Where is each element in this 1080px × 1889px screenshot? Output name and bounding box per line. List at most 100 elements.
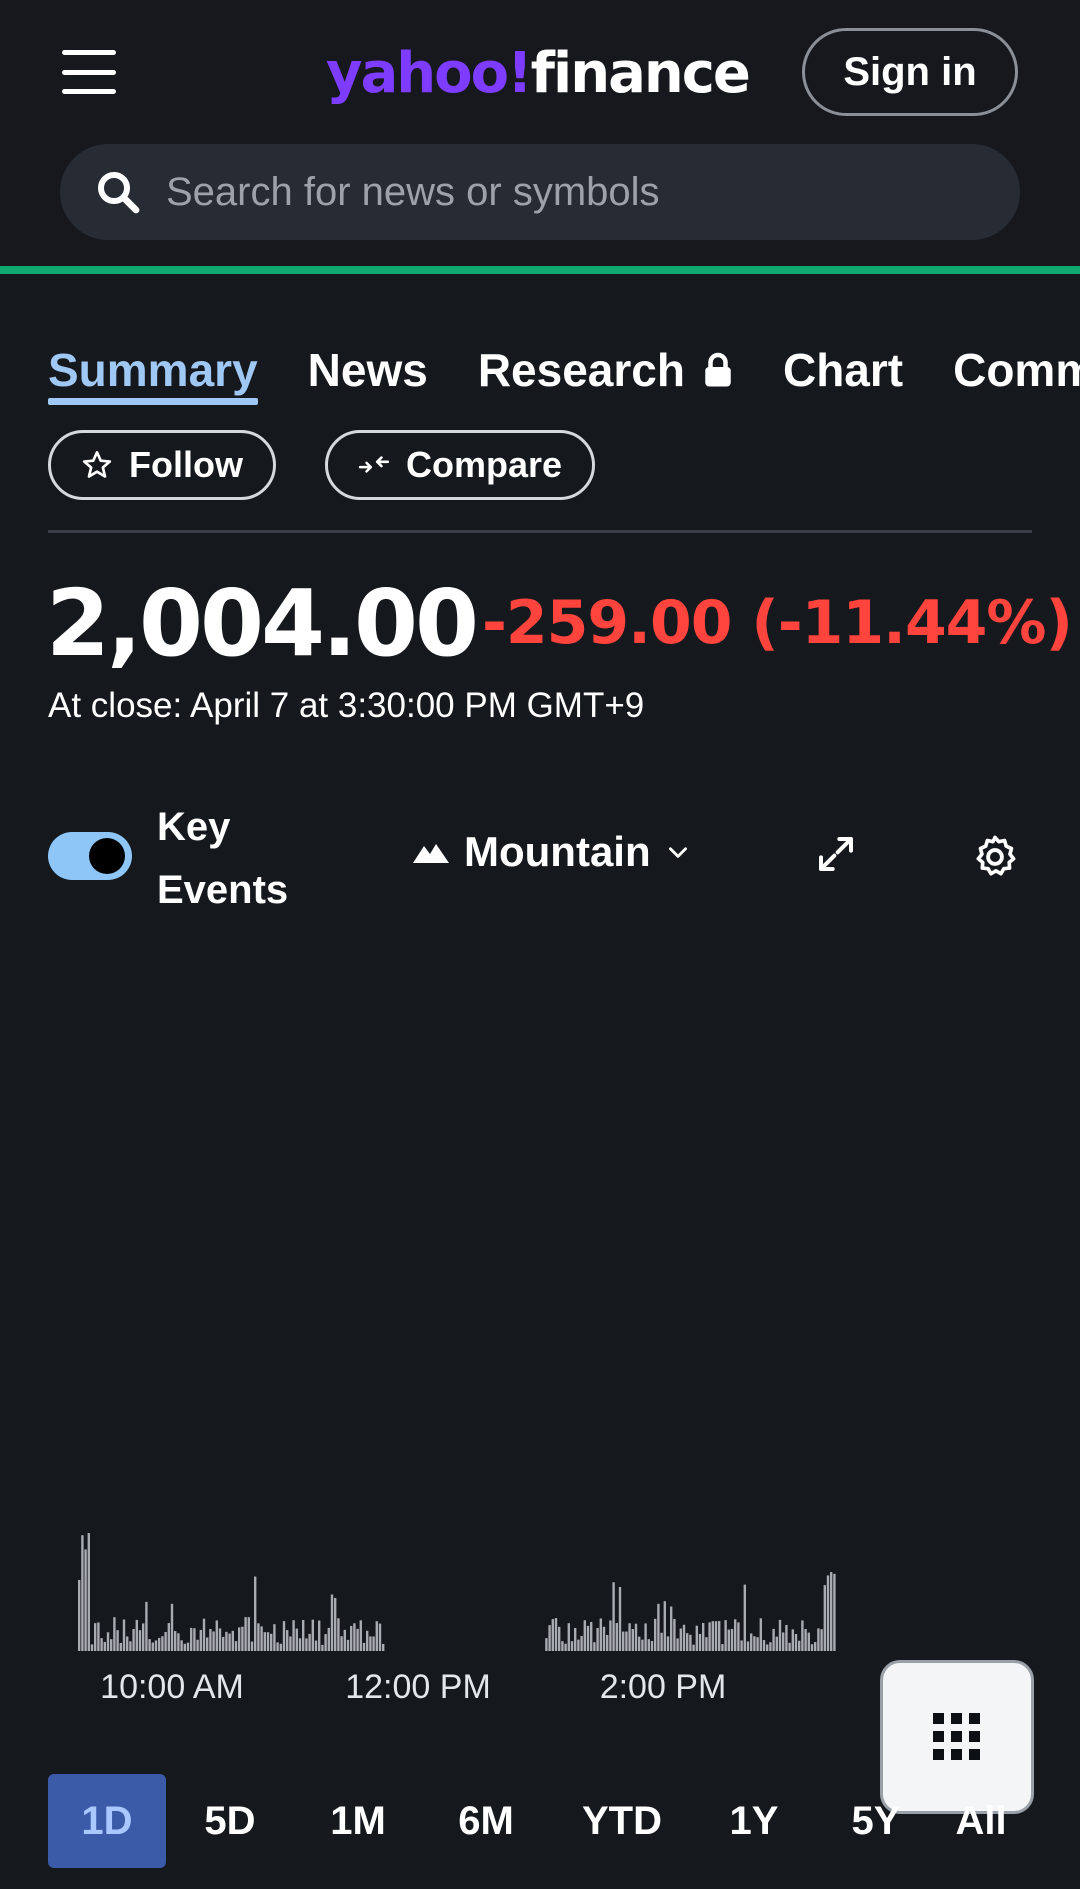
search-bar[interactable] bbox=[60, 144, 1020, 240]
volume-bar bbox=[644, 1623, 647, 1651]
tab-news[interactable]: News bbox=[307, 344, 428, 396]
volume-bar bbox=[570, 1641, 574, 1651]
volume-bar bbox=[561, 1641, 564, 1651]
volume-bar bbox=[254, 1576, 257, 1651]
search-icon bbox=[98, 172, 140, 214]
range-ytd[interactable]: YTD bbox=[582, 1798, 662, 1843]
volume-bar bbox=[686, 1633, 689, 1651]
volume-bar bbox=[366, 1630, 369, 1651]
section-divider bbox=[48, 530, 1032, 533]
volume-bar bbox=[714, 1621, 718, 1651]
volume-bar bbox=[260, 1626, 263, 1651]
volume-bar bbox=[775, 1636, 778, 1651]
range-1m[interactable]: 1M bbox=[330, 1798, 386, 1843]
volume-bar bbox=[750, 1633, 753, 1651]
expand-icon[interactable] bbox=[816, 834, 856, 874]
time-range-tabs: 1D 5D 1M 6M YTD 1Y 5Y All bbox=[48, 1774, 1080, 1868]
volume-bar bbox=[718, 1621, 721, 1651]
volume-bar bbox=[129, 1641, 132, 1651]
volume-bar bbox=[378, 1623, 382, 1651]
volume-bar bbox=[97, 1622, 100, 1651]
volume-bar bbox=[222, 1636, 225, 1651]
volume-bar bbox=[807, 1632, 810, 1651]
tab-research[interactable]: Research bbox=[478, 330, 733, 410]
volume-bar bbox=[660, 1632, 663, 1651]
volume-bar bbox=[327, 1627, 330, 1651]
volume-bar bbox=[574, 1627, 577, 1651]
tab-chart[interactable]: Chart bbox=[782, 344, 904, 396]
volume-bar bbox=[657, 1603, 660, 1651]
volume-bar bbox=[583, 1620, 586, 1651]
volume-bar bbox=[161, 1636, 164, 1651]
range-all[interactable]: All bbox=[955, 1798, 1007, 1843]
key-events-toggle[interactable] bbox=[48, 832, 132, 880]
follow-button[interactable]: Follow bbox=[48, 430, 276, 500]
volume-bar bbox=[270, 1633, 273, 1651]
range-1d[interactable]: 1D bbox=[48, 1774, 166, 1868]
toggle-knob bbox=[89, 838, 125, 874]
volume-bar bbox=[622, 1631, 625, 1651]
volume-bar bbox=[785, 1624, 788, 1651]
price-chart[interactable]: 2,200.002,150.002,100.002,050.002,263.00… bbox=[0, 950, 1080, 1710]
yahoo-finance-logo[interactable]: yahoo!finance bbox=[326, 41, 751, 106]
volume-bar bbox=[190, 1627, 193, 1651]
volume-bar bbox=[682, 1624, 686, 1651]
volume-bar bbox=[135, 1619, 138, 1651]
range-5d[interactable]: 5D bbox=[204, 1798, 256, 1843]
volume-bar bbox=[801, 1620, 804, 1651]
range-6m[interactable]: 6M bbox=[458, 1798, 514, 1843]
volume-bar bbox=[87, 1533, 90, 1651]
volume-bar bbox=[122, 1619, 126, 1651]
volume-bar bbox=[170, 1603, 174, 1651]
header-accent-bar bbox=[0, 266, 1080, 274]
volume-bar bbox=[132, 1629, 135, 1651]
volume-bar bbox=[554, 1618, 558, 1651]
volume-bar bbox=[113, 1617, 116, 1651]
volume-bar bbox=[228, 1633, 231, 1651]
volume-bar bbox=[708, 1622, 711, 1651]
volume-bar bbox=[756, 1637, 759, 1651]
volume-bar bbox=[826, 1575, 830, 1651]
volume-bar bbox=[343, 1629, 346, 1651]
volume-bar bbox=[151, 1642, 154, 1651]
volume-bar bbox=[666, 1636, 670, 1651]
gear-icon[interactable] bbox=[972, 834, 1018, 880]
volume-bar bbox=[164, 1631, 167, 1651]
volume-bar bbox=[302, 1620, 305, 1651]
volume-bar bbox=[257, 1623, 260, 1651]
tab-community[interactable]: Comm bbox=[953, 344, 1080, 396]
range-1y[interactable]: 1Y bbox=[729, 1798, 779, 1843]
hamburger-menu-icon[interactable] bbox=[62, 50, 116, 94]
volume-bar bbox=[138, 1630, 142, 1651]
volume-bar bbox=[346, 1639, 350, 1651]
volume-bar bbox=[142, 1623, 145, 1651]
volume-bar bbox=[551, 1619, 554, 1651]
volume-bar bbox=[705, 1637, 708, 1651]
volume-bar bbox=[215, 1620, 218, 1651]
volume-bar bbox=[106, 1632, 110, 1651]
volume-bar bbox=[692, 1644, 695, 1651]
volume-bar bbox=[154, 1640, 158, 1651]
volume-bar bbox=[673, 1618, 676, 1651]
volume-bar bbox=[196, 1639, 199, 1651]
volume-bar bbox=[273, 1624, 276, 1651]
compare-button[interactable]: Compare bbox=[325, 430, 595, 500]
range-5y[interactable]: 5Y bbox=[851, 1798, 901, 1843]
volume-bar bbox=[740, 1640, 743, 1651]
volume-bar bbox=[90, 1644, 94, 1651]
sign-in-button[interactable]: Sign in bbox=[802, 28, 1018, 116]
apps-grid-button[interactable] bbox=[880, 1660, 1034, 1814]
tab-summary[interactable]: Summary bbox=[48, 330, 258, 410]
volume-bar bbox=[266, 1632, 270, 1651]
volume-bar bbox=[772, 1628, 775, 1651]
volume-bar bbox=[292, 1620, 295, 1651]
volume-bar bbox=[577, 1639, 580, 1651]
search-input[interactable] bbox=[164, 168, 1020, 216]
volume-bar bbox=[183, 1643, 186, 1651]
volume-bar bbox=[84, 1549, 87, 1651]
volume-bar bbox=[359, 1620, 362, 1651]
volume-bar bbox=[548, 1625, 551, 1651]
volume-bar bbox=[318, 1620, 321, 1651]
chart-type-dropdown[interactable]: Mountain bbox=[412, 828, 691, 876]
volume-bar bbox=[727, 1629, 730, 1651]
